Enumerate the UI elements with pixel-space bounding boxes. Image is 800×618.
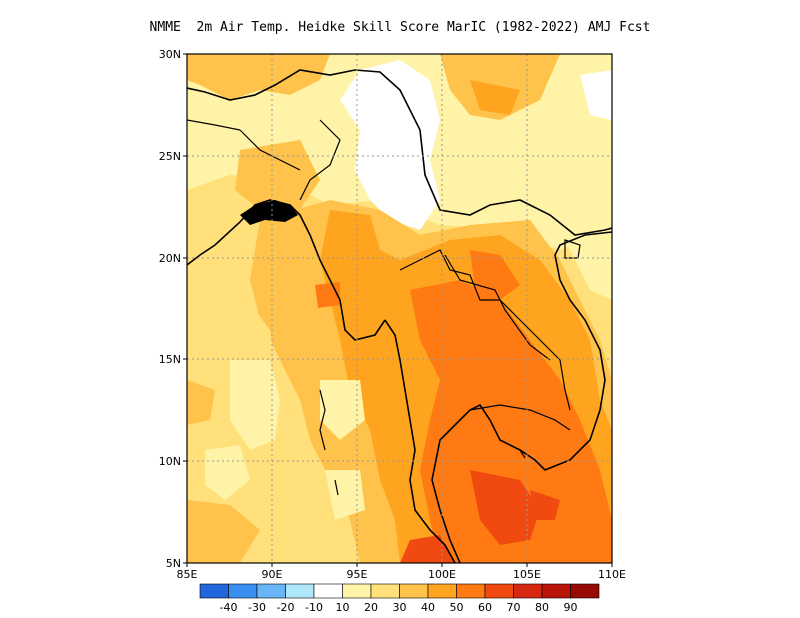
lat-label-20n: 20N (159, 252, 181, 265)
colorbar-label: 90 (564, 601, 578, 614)
ganges-delta (240, 200, 298, 225)
colorbar-label: 50 (450, 601, 464, 614)
graticule (187, 54, 612, 563)
colorbar-swatch (285, 583, 315, 599)
colorbar-label: -30 (248, 601, 266, 614)
field-60-laos (470, 250, 520, 300)
field-10-north (340, 60, 440, 230)
lat-label-25n: 25N (159, 150, 181, 163)
coast-vietnam (544, 231, 612, 471)
field-20-bay2 (205, 445, 250, 500)
colorbar-label: 20 (364, 601, 378, 614)
colorbar-swatch (256, 583, 286, 599)
field-20-wc (320, 380, 365, 440)
colorbar-swatch (513, 583, 543, 599)
colorbar-label: -40 (220, 601, 238, 614)
lon-label-90e: 90E (262, 568, 283, 581)
field-40-nw (187, 54, 330, 100)
lat-label-30n: 30N (159, 48, 181, 61)
border-inner-myanmar (299, 119, 341, 201)
colorbar-swatch (370, 583, 400, 599)
field-70-gulf (470, 470, 540, 545)
colorbar-swatch (427, 583, 457, 599)
field-60-myanmar (315, 282, 340, 308)
colorbar-label: 70 (507, 601, 521, 614)
skill-field (187, 54, 612, 563)
field-70-gulf2 (530, 490, 560, 520)
colorbar-swatch (541, 583, 571, 599)
colorbar: -40 -30 -20 -10 10 20 30 40 50 60 70 80 90 (199, 583, 600, 614)
map-title: NMME 2m Air Temp. Heidke Skill Score Mar… (149, 20, 651, 35)
lat-label-10n: 10N (159, 455, 181, 468)
field-40-sw (187, 500, 260, 563)
lon-label-110e: 110E (598, 568, 626, 581)
lon-label-105e: 105E (513, 568, 541, 581)
colorbar-swatch (399, 583, 429, 599)
field-40-west (187, 380, 215, 425)
colorbar-swatch (199, 583, 229, 599)
colorbar-label: -10 (305, 601, 323, 614)
colorbar-swatch (313, 583, 343, 599)
coast-west-peninsula (384, 319, 456, 563)
lon-label-95e: 95E (347, 568, 368, 581)
lon-label-100e: 100E (428, 568, 456, 581)
colorbar-label: 30 (393, 601, 407, 614)
field-50-ne (470, 80, 520, 115)
field-10-ne (580, 70, 612, 120)
border-india-east (239, 129, 301, 171)
colorbar-swatch (570, 583, 600, 599)
lat-label-5n: 5N (166, 557, 181, 570)
border-myanmar-thai (399, 249, 571, 411)
colorbar-swatch (484, 583, 514, 599)
lon-label-85e: 85E (177, 568, 198, 581)
field-40-bang (235, 140, 320, 210)
border-thai-laos (444, 254, 551, 361)
colorbar-swatch (228, 583, 258, 599)
phu-quoc (519, 449, 526, 459)
field-20-bay (230, 360, 280, 450)
border-nepal (187, 119, 241, 131)
field-60-thai (410, 280, 612, 563)
colorbar-label: 10 (336, 601, 350, 614)
colorbar-label: 60 (478, 601, 492, 614)
colorbar-label: -20 (277, 601, 295, 614)
colorbar-label: 40 (421, 601, 435, 614)
colorbar-swatch (342, 583, 372, 599)
border-north (187, 69, 612, 236)
coast-bangladesh (187, 199, 386, 341)
border-cambodia (469, 404, 571, 431)
andaman-islands (319, 389, 326, 451)
colorbar-label: 80 (535, 601, 549, 614)
coastlines (187, 69, 612, 563)
plot-frame (186, 53, 613, 564)
colorbar-swatch (456, 583, 486, 599)
lat-label-15n: 15N (159, 353, 181, 366)
nicobar-islands (334, 479, 339, 496)
tick-marks (183, 53, 613, 567)
